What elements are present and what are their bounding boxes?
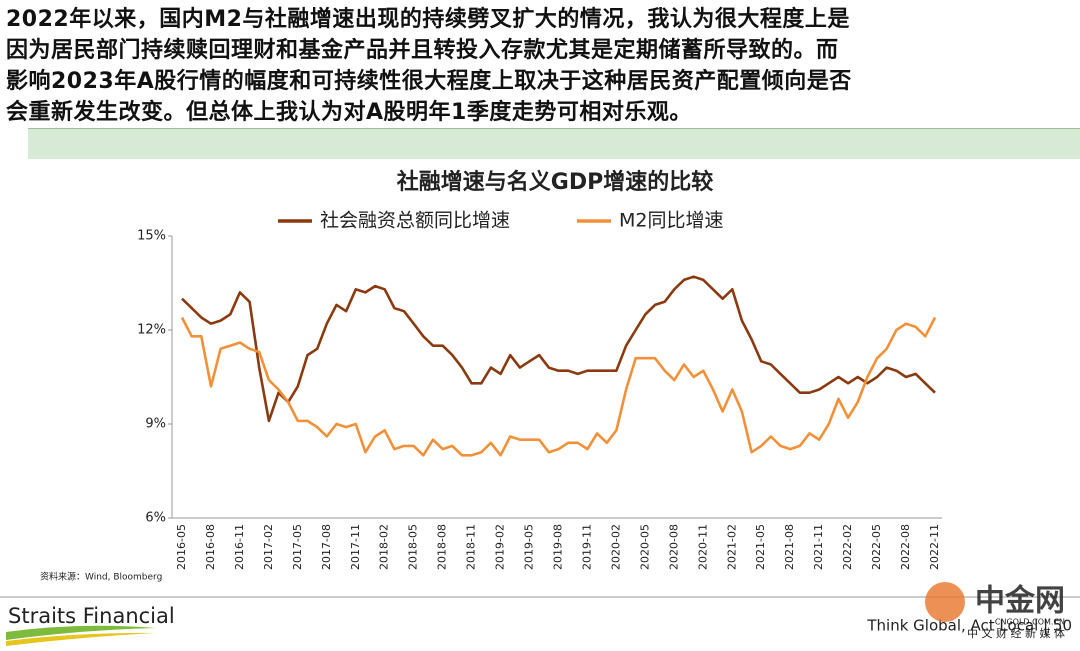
x-tick-label: 2021-02 [725, 524, 738, 570]
paragraph-line: 会重新发生改变。但总体上我认为对A股明年1季度走势可相对乐观。 [6, 100, 692, 125]
x-tick-label: 2021-05 [754, 524, 767, 570]
paragraph-line: 因为居民部门持续赎回理财和基金产品并且转投入存款尤其是定期储蓄所导致的。而 [6, 38, 839, 63]
brand-swoosh [6, 625, 156, 640]
x-tick-label: 2018-05 [407, 524, 420, 570]
y-tick-label: 6% [145, 511, 166, 526]
x-tick-label: 2018-11 [465, 524, 478, 570]
y-tick-label: 15% [137, 229, 166, 244]
x-tick-label: 2018-08 [436, 524, 449, 570]
paragraph-line: 影响2023年A股行情的幅度和可持续性很大程度上取决于这种居民资产配置倾向是否 [6, 69, 852, 94]
source-note: 资料来源：Wind, Bloomberg [40, 571, 162, 583]
x-tick-label: 2016-08 [204, 524, 217, 570]
watermark-logo [925, 582, 965, 622]
x-tick-label: 2016-11 [233, 524, 246, 570]
x-tick-label: 2022-11 [928, 524, 941, 570]
x-tick-label: 2022-02 [841, 524, 854, 570]
x-tick-label: 2017-05 [291, 524, 304, 570]
paragraph-line: 2022年以来，国内M2与社融增速出现的持续劈叉扩大的情况，我认为很大程度上是 [6, 7, 850, 32]
line-series [181, 275, 936, 423]
green-band [28, 128, 1080, 159]
x-tick-label: 2020-11 [696, 524, 709, 570]
x-tick-label: 2019-08 [552, 524, 565, 570]
watermark: 中金网 [975, 584, 1065, 619]
x-tick-label: 2019-05 [523, 524, 536, 570]
x-tick-label: 2022-05 [870, 524, 883, 570]
watermark: CNGOLD.COM.CN [995, 618, 1065, 627]
watermark: 中 文 财 经 新 媒 体 [967, 626, 1065, 640]
x-tick-label: 2020-02 [609, 524, 622, 570]
legend-label: 社会融资总额同比增速 [320, 210, 510, 232]
x-tick-label: 2019-02 [494, 524, 507, 570]
x-tick-label: 2021-11 [812, 524, 825, 570]
x-tick-label: 2016-05 [175, 524, 188, 570]
chart-title: 社融增速与名义GDP增速的比较 [397, 169, 713, 195]
line-series [180, 316, 937, 457]
footer-tagline: Think Global, Act Local | 50 [866, 617, 1072, 635]
x-tick-label: 2020-08 [667, 524, 680, 570]
x-tick-label: 2018-02 [378, 524, 391, 570]
x-tick-label: 2022-08 [899, 524, 912, 570]
brand: Straits Financial [8, 604, 175, 628]
x-tick-label: 2017-02 [262, 524, 275, 570]
paragraph: 2022年以来，国内M2与社融增速出现的持续劈叉扩大的情况，我认为很大程度上是 … [6, 4, 1076, 128]
x-tick-label: 2021-08 [783, 524, 796, 570]
x-tick-label: 2017-08 [320, 524, 333, 570]
y-tick-label: 12% [137, 323, 166, 338]
y-tick-label: 9% [145, 417, 166, 432]
legend-label: M2同比增速 [619, 210, 723, 232]
brand-swoosh [6, 632, 156, 646]
x-tick-label: 2020-05 [638, 524, 651, 570]
x-tick-label: 2017-11 [349, 524, 362, 570]
x-tick-label: 2019-11 [580, 524, 593, 570]
